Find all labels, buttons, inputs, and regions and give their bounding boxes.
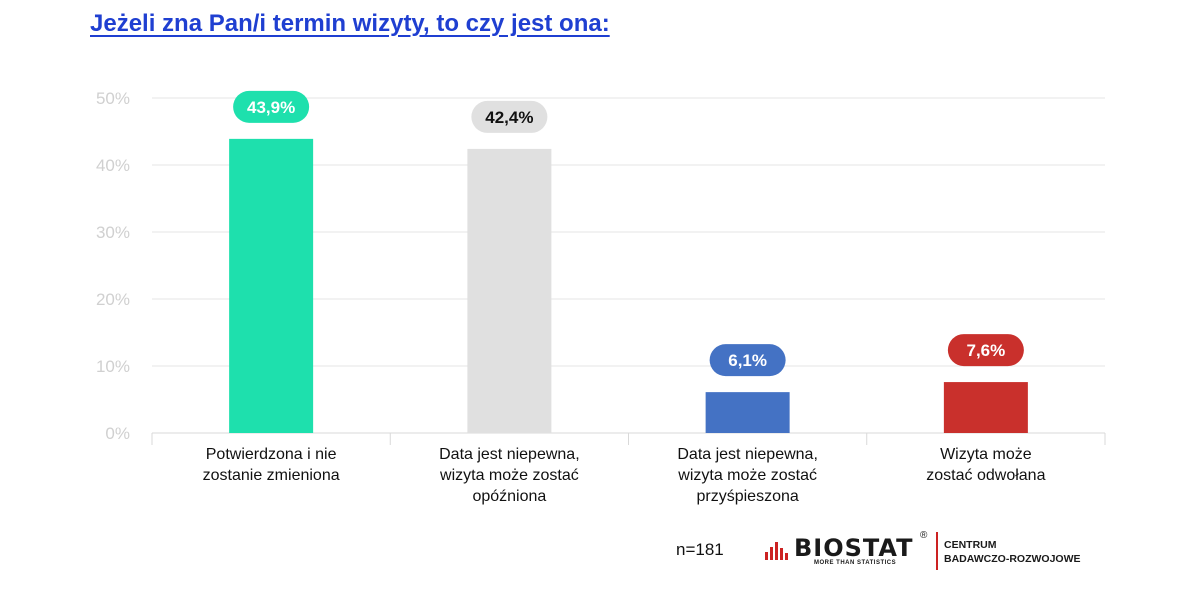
centrum-label: CENTRUM BADAWCZO-ROZWOJOWE	[944, 538, 1081, 566]
data-label-pill	[233, 90, 310, 123]
data-label: 42,4%	[485, 108, 533, 127]
category-label: Data jest niepewna, wizyta może zostać o…	[439, 446, 580, 505]
biostat-tagline: MORE THAN STATISTICS	[814, 560, 897, 566]
bar	[943, 382, 1028, 433]
biostat-logo: BIOSTAT ® MORE THAN STATISTICS CENTRUM B…	[764, 530, 1094, 572]
y-tick-label: 20%	[96, 290, 130, 309]
centrum-line-1: CENTRUM	[944, 539, 997, 551]
data-label: 43,9%	[247, 98, 295, 117]
chart-title: Jeżeli zna Pan/i termin wizyty, to czy j…	[90, 10, 610, 37]
category-label: Potwierdzona i nie zostanie zmieniona	[202, 446, 340, 484]
data-label: 6,1%	[728, 351, 767, 370]
category-label: Data jest niepewna, wizyta może zostać p…	[677, 446, 818, 505]
data-label: 7,6%	[967, 341, 1006, 360]
biostat-bars-icon	[765, 542, 788, 560]
y-tick-label: 10%	[96, 357, 130, 376]
bar	[705, 392, 790, 433]
centrum-line-2: BADAWCZO-ROZWOJOWE	[944, 553, 1081, 565]
bar	[229, 138, 314, 433]
data-label-pill	[471, 100, 548, 133]
y-tick-label: 30%	[96, 223, 130, 242]
registered-mark: ®	[920, 530, 928, 541]
data-label-pill	[947, 334, 1024, 367]
category-label: Wizyta może zostać odwołana	[926, 446, 1046, 484]
bar	[467, 148, 552, 434]
y-tick-label: 40%	[96, 156, 130, 175]
logo-divider	[936, 532, 938, 570]
sample-size-label: n=181	[676, 540, 724, 559]
y-tick-label: 50%	[96, 89, 130, 108]
data-label-pill	[709, 344, 786, 377]
y-tick-label: 0%	[105, 424, 130, 443]
biostat-wordmark: BIOSTAT	[794, 534, 914, 562]
